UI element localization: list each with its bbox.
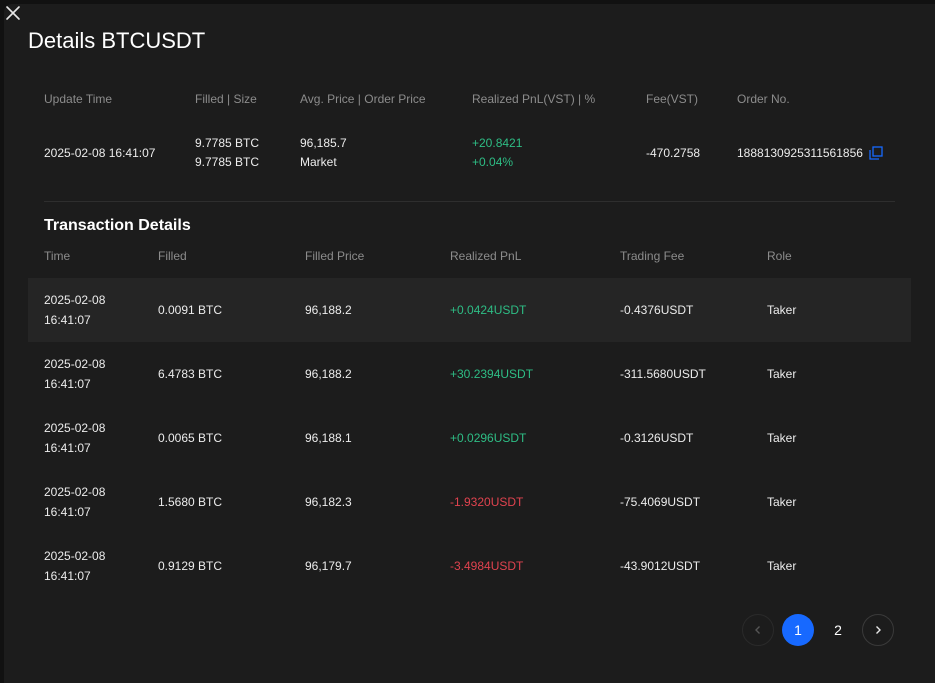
date: 2025-02-08	[44, 293, 106, 307]
trading-fee: -0.3126USDT	[620, 431, 694, 445]
date: 2025-02-08	[44, 549, 106, 563]
time: 16:41:07	[44, 377, 91, 391]
trading-fee: -311.5680USDT	[620, 367, 706, 381]
table-row	[28, 278, 911, 342]
filled: 6.4783 BTC	[158, 367, 223, 381]
realized-pnl: -3.4984USDT	[450, 559, 524, 573]
close-button[interactable]	[4, 4, 22, 22]
time: 16:41:07	[44, 505, 91, 519]
realized-pnl: +0.04%	[472, 155, 514, 169]
realized-pnl: +20.8421	[472, 136, 523, 150]
table-header: Filled Price	[305, 249, 365, 263]
filled-price: 96,182.3	[305, 495, 352, 509]
next-page[interactable]	[862, 614, 894, 646]
table-header: Trading Fee	[620, 249, 685, 263]
table-header: Role	[767, 249, 792, 263]
time: 16:41:07	[44, 441, 91, 455]
section-title: Transaction Details	[44, 217, 191, 234]
summary-header: Realized PnL(VST) | %	[472, 92, 596, 106]
price: 96,185.7	[300, 136, 347, 150]
filled: 0.0065 BTC	[158, 431, 223, 445]
table-header: Realized PnL	[450, 249, 522, 263]
page-button[interactable]: 1	[782, 614, 814, 646]
prev-page[interactable]	[742, 614, 774, 646]
filled: 0.0091 BTC	[158, 303, 223, 317]
filled-price: 96,188.2	[305, 303, 352, 317]
realized-pnl: +30.2394USDT	[450, 367, 534, 381]
filled-size: 9.7785 BTC	[195, 155, 260, 169]
trading-fee: -75.4069USDT	[620, 495, 701, 509]
role: Taker	[767, 431, 797, 445]
table-header: Time	[44, 249, 71, 263]
role: Taker	[767, 495, 797, 509]
filled-size: 9.7785 BTC	[195, 136, 260, 150]
role: Taker	[767, 559, 797, 573]
time: 16:41:07	[44, 569, 91, 583]
copy-icon[interactable]	[869, 146, 883, 160]
trading-fee: -0.4376USDT	[620, 303, 694, 317]
details-modal: Details BTCUSDT Transaction Details Upda…	[4, 4, 935, 683]
summary-header: Filled | Size	[195, 92, 257, 106]
modal-title: Details BTCUSDT	[28, 28, 206, 53]
update-time: 2025-02-08 16:41:07	[44, 146, 156, 160]
filled: 0.9129 BTC	[158, 559, 223, 573]
divider	[44, 201, 895, 202]
role: Taker	[767, 367, 797, 381]
filled-price: 96,179.7	[305, 559, 352, 573]
role: Taker	[767, 303, 797, 317]
table-header: Filled	[158, 249, 187, 263]
date: 2025-02-08	[44, 357, 106, 371]
summary-header: Avg. Price | Order Price	[300, 92, 426, 106]
filled: 1.5680 BTC	[158, 495, 223, 509]
price: Market	[300, 155, 337, 169]
date: 2025-02-08	[44, 485, 106, 499]
realized-pnl: +0.0424USDT	[450, 303, 527, 317]
trading-fee: -43.9012USDT	[620, 559, 701, 573]
summary-header: Fee(VST)	[646, 92, 699, 106]
time: 16:41:07	[44, 313, 91, 327]
fee: -470.2758	[646, 146, 701, 160]
page-button[interactable]: 2	[834, 622, 842, 638]
summary-header: Update Time	[44, 92, 113, 106]
filled-price: 96,188.1	[305, 431, 352, 445]
filled-price: 96,188.2	[305, 367, 352, 381]
date: 2025-02-08	[44, 421, 106, 435]
realized-pnl: +0.0296USDT	[450, 431, 527, 445]
order-no: 1888130925311561856	[737, 146, 863, 160]
realized-pnl: -1.9320USDT	[450, 495, 524, 509]
summary-header: Order No.	[737, 92, 790, 106]
